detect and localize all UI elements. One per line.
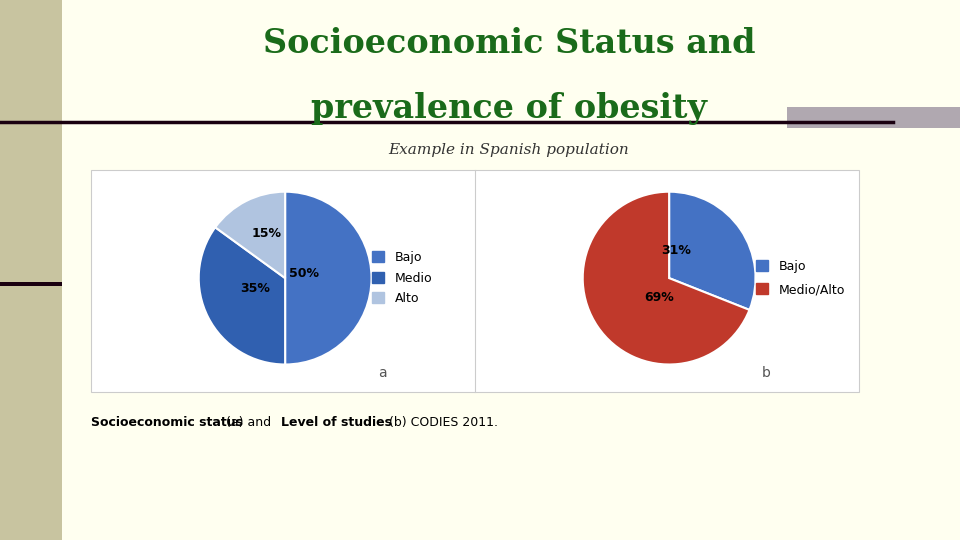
Legend: Bajo, Medio, Alto: Bajo, Medio, Alto — [367, 246, 437, 310]
Text: 31%: 31% — [661, 244, 691, 257]
Text: prevalence of obesity: prevalence of obesity — [311, 92, 707, 125]
Text: 69%: 69% — [644, 291, 674, 303]
Text: 35%: 35% — [240, 282, 270, 295]
Text: b: b — [762, 366, 771, 380]
Text: a: a — [378, 366, 387, 380]
Text: Socioeconomic Status and: Socioeconomic Status and — [262, 27, 756, 60]
Text: Socioeconomic status: Socioeconomic status — [91, 416, 243, 429]
Legend: Bajo, Medio/Alto: Bajo, Medio/Alto — [751, 255, 850, 301]
Text: Level of studies: Level of studies — [280, 416, 392, 429]
Wedge shape — [583, 192, 750, 364]
Text: 15%: 15% — [252, 227, 281, 240]
Wedge shape — [669, 192, 756, 310]
Wedge shape — [285, 192, 372, 364]
Text: (b) CODIES 2011.: (b) CODIES 2011. — [385, 416, 498, 429]
Text: (a) and: (a) and — [222, 416, 275, 429]
Wedge shape — [199, 227, 285, 364]
Text: 50%: 50% — [289, 267, 319, 280]
Wedge shape — [215, 192, 285, 278]
Text: Example in Spanish population: Example in Spanish population — [389, 143, 629, 157]
